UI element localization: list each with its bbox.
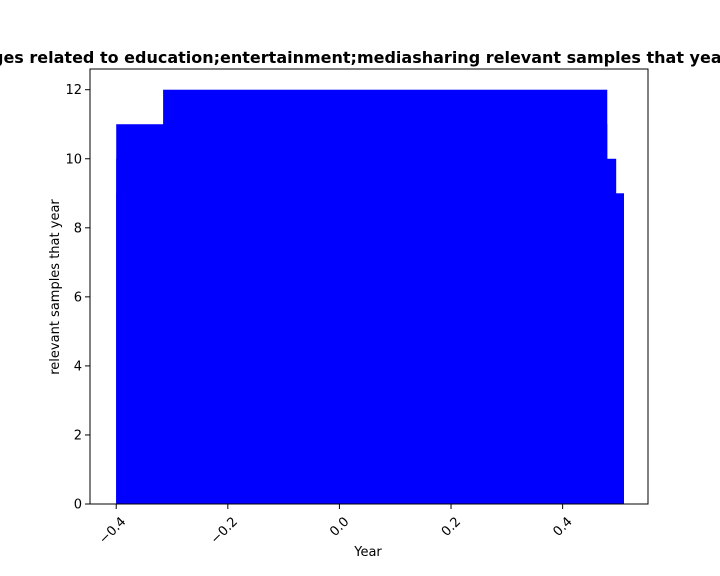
bars-layer [116, 89, 625, 505]
x-axis-title: Year [353, 545, 382, 560]
y-tick-label: 0 [74, 498, 82, 513]
y-tick-label: 4 [74, 359, 82, 374]
y-axis-title: relevant samples that year [48, 199, 63, 375]
bar-3 [163, 89, 608, 504]
y-axis: 0 2 4 6 8 10 12 [65, 83, 90, 513]
y-tick-label: 10 [65, 152, 82, 167]
y-tick-label: 12 [65, 83, 82, 98]
y-tick-label: 2 [74, 428, 82, 443]
y-tick-label: 6 [74, 290, 82, 305]
plot-frame [89, 68, 649, 505]
chart-title: Number of images related to education;en… [0, 48, 720, 67]
y-tick-label: 8 [74, 221, 82, 236]
